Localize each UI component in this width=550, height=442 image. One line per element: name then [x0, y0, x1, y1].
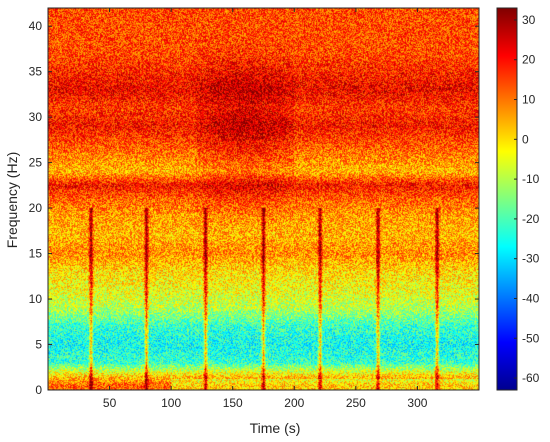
x-axis-label: Time (s): [250, 420, 301, 436]
y-tick-label: 30: [29, 110, 43, 124]
y-tick-label: 5: [35, 338, 42, 352]
colorbar-ticks: 30 20 10 0 -10 -20 -30 -40 -50 -60: [514, 13, 540, 385]
x-tick-label: 150: [223, 396, 243, 410]
y-tick-label: 25: [29, 156, 43, 170]
colorbar-tick-label: 0: [522, 132, 529, 146]
y-tick-label: 35: [29, 65, 43, 79]
colorbar: [497, 8, 517, 390]
x-tick-label: 100: [161, 396, 181, 410]
colorbar-tick-label: 30: [522, 13, 536, 27]
x-tick-label: 250: [346, 396, 366, 410]
x-tick-label: 300: [407, 396, 427, 410]
y-tick-label: 15: [29, 247, 43, 261]
y-tick-label: 40: [29, 19, 43, 33]
spectrogram-image: [48, 8, 479, 390]
y-axis-label: Frequency (Hz): [4, 152, 20, 248]
x-tick-label: 50: [103, 396, 117, 410]
y-tick-label: 0: [35, 383, 42, 397]
y-tick-label: 20: [29, 201, 43, 215]
colorbar-tick-label: 20: [522, 53, 536, 67]
colorbar-tick-label: -20: [522, 212, 540, 226]
colorbar-tick-label: -50: [522, 331, 540, 345]
colorbar-tick-label: 10: [522, 93, 536, 107]
colorbar-tick-label: -30: [522, 252, 540, 266]
x-tick-label: 200: [284, 396, 304, 410]
colorbar-tick-label: -40: [522, 291, 540, 305]
y-tick-label: 10: [29, 292, 43, 306]
colorbar-tick-label: -10: [522, 172, 540, 186]
colorbar-tick-label: -60: [522, 371, 540, 385]
